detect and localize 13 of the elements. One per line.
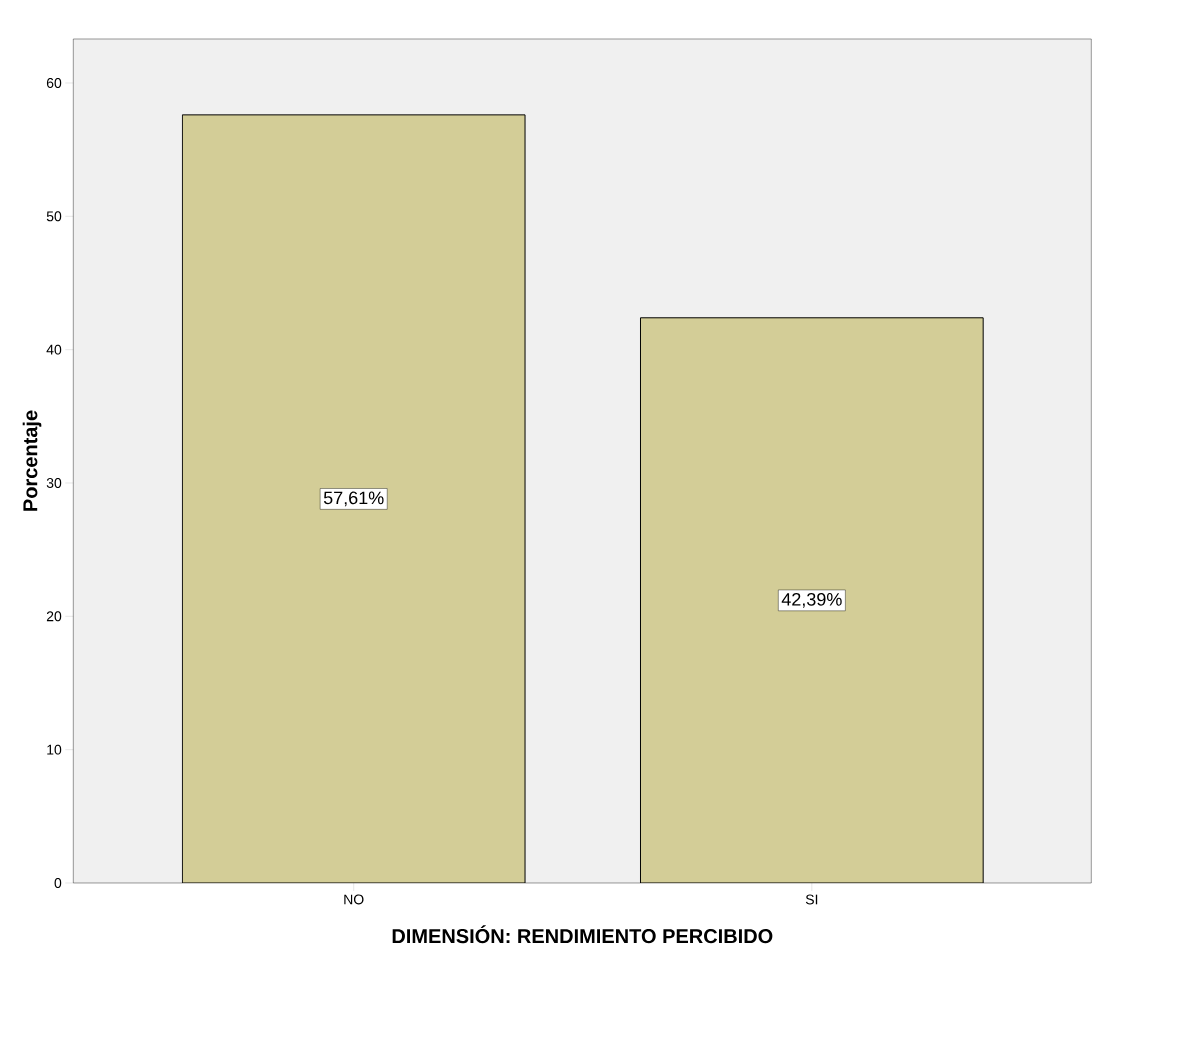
y-tick-label: 40 — [46, 344, 62, 355]
y-tick-label: 60 — [46, 78, 62, 88]
y-axis-title: Porcentaje — [22, 410, 42, 511]
x-tick-label: SI — [805, 894, 818, 905]
y-tick-label: 10 — [47, 744, 62, 755]
y-tick-label: 0 — [54, 878, 62, 888]
data-label: 57,61% — [323, 491, 384, 507]
data-label: 42,39% — [781, 592, 842, 608]
x-tick-label: NO — [344, 894, 364, 905]
x-axis-title: DIMENSIÓN: RENDIMIENTO PERCIBIDO — [392, 925, 773, 944]
y-tick-label: 50 — [46, 211, 62, 222]
y-tick-label: 30 — [46, 478, 62, 488]
y-tick-label: 20 — [46, 611, 62, 622]
